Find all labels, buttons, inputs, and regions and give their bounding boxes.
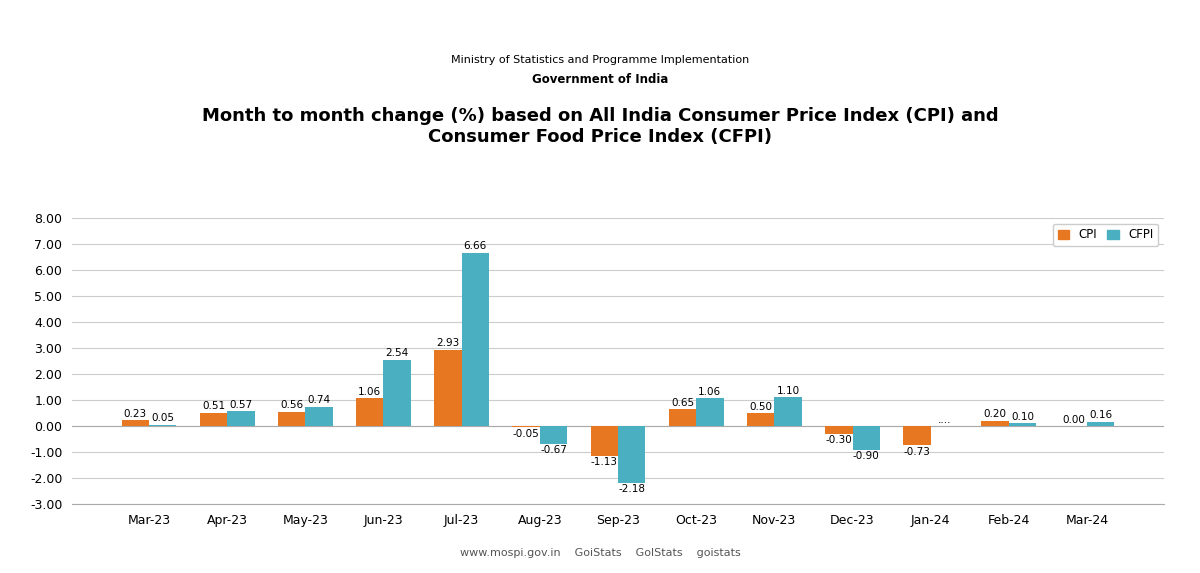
Text: 0.05: 0.05 [151,413,174,423]
Text: 6.66: 6.66 [463,241,487,251]
Bar [1009,423,1036,426]
Bar [540,426,568,444]
Text: 2.93: 2.93 [437,338,460,348]
Bar [305,407,332,426]
Bar [227,411,254,426]
Bar [774,398,802,426]
Text: 0.50: 0.50 [749,402,772,411]
Legend: CPI, CFPI: CPI, CFPI [1052,223,1158,246]
Text: 2.54: 2.54 [385,348,409,358]
Text: -0.30: -0.30 [826,435,852,445]
Bar [668,409,696,426]
Text: -0.90: -0.90 [853,451,880,461]
Bar [618,426,646,483]
Text: 0.20: 0.20 [984,409,1007,419]
Text: -1.13: -1.13 [590,457,618,467]
Bar [512,426,540,427]
Text: 0.57: 0.57 [229,400,252,410]
Text: 0.23: 0.23 [124,409,146,418]
Text: 1.10: 1.10 [776,386,799,396]
Text: -0.05: -0.05 [512,429,540,439]
Text: ....: .... [937,414,952,425]
Text: 0.16: 0.16 [1090,410,1112,421]
Bar [121,420,149,426]
Bar [278,411,305,426]
Bar [696,398,724,426]
Bar [982,421,1009,426]
Text: 0.65: 0.65 [671,398,694,407]
Text: 0.51: 0.51 [202,401,226,411]
Bar [590,426,618,456]
Bar [384,360,410,426]
Text: 0.00: 0.00 [1062,414,1085,425]
Text: 1.06: 1.06 [698,387,721,397]
Bar [434,350,462,426]
Bar [462,253,490,426]
Bar [746,413,774,426]
Bar [200,413,227,426]
Text: 0.10: 0.10 [1012,412,1034,422]
Text: 1.06: 1.06 [359,387,382,397]
Text: Month to month change (%) based on All India Consumer Price Index (CPI) and
Cons: Month to month change (%) based on All I… [202,107,998,146]
Bar [356,398,384,426]
Text: -0.67: -0.67 [540,445,566,455]
Text: -2.18: -2.18 [618,484,646,494]
Text: Ministry of Statistics and Programme Implementation: Ministry of Statistics and Programme Imp… [451,55,749,65]
Bar [826,426,852,434]
Bar [149,425,176,426]
Text: Government of India: Government of India [532,73,668,85]
Text: 0.56: 0.56 [280,400,304,410]
Text: 0.74: 0.74 [307,395,330,405]
Bar [904,426,931,445]
Text: www.mospi.gov.in    GoiStats    GolStats    goistats: www.mospi.gov.in GoiStats GolStats goist… [460,548,740,558]
Bar [1087,422,1115,426]
Bar [852,426,880,450]
Text: -0.73: -0.73 [904,447,930,457]
